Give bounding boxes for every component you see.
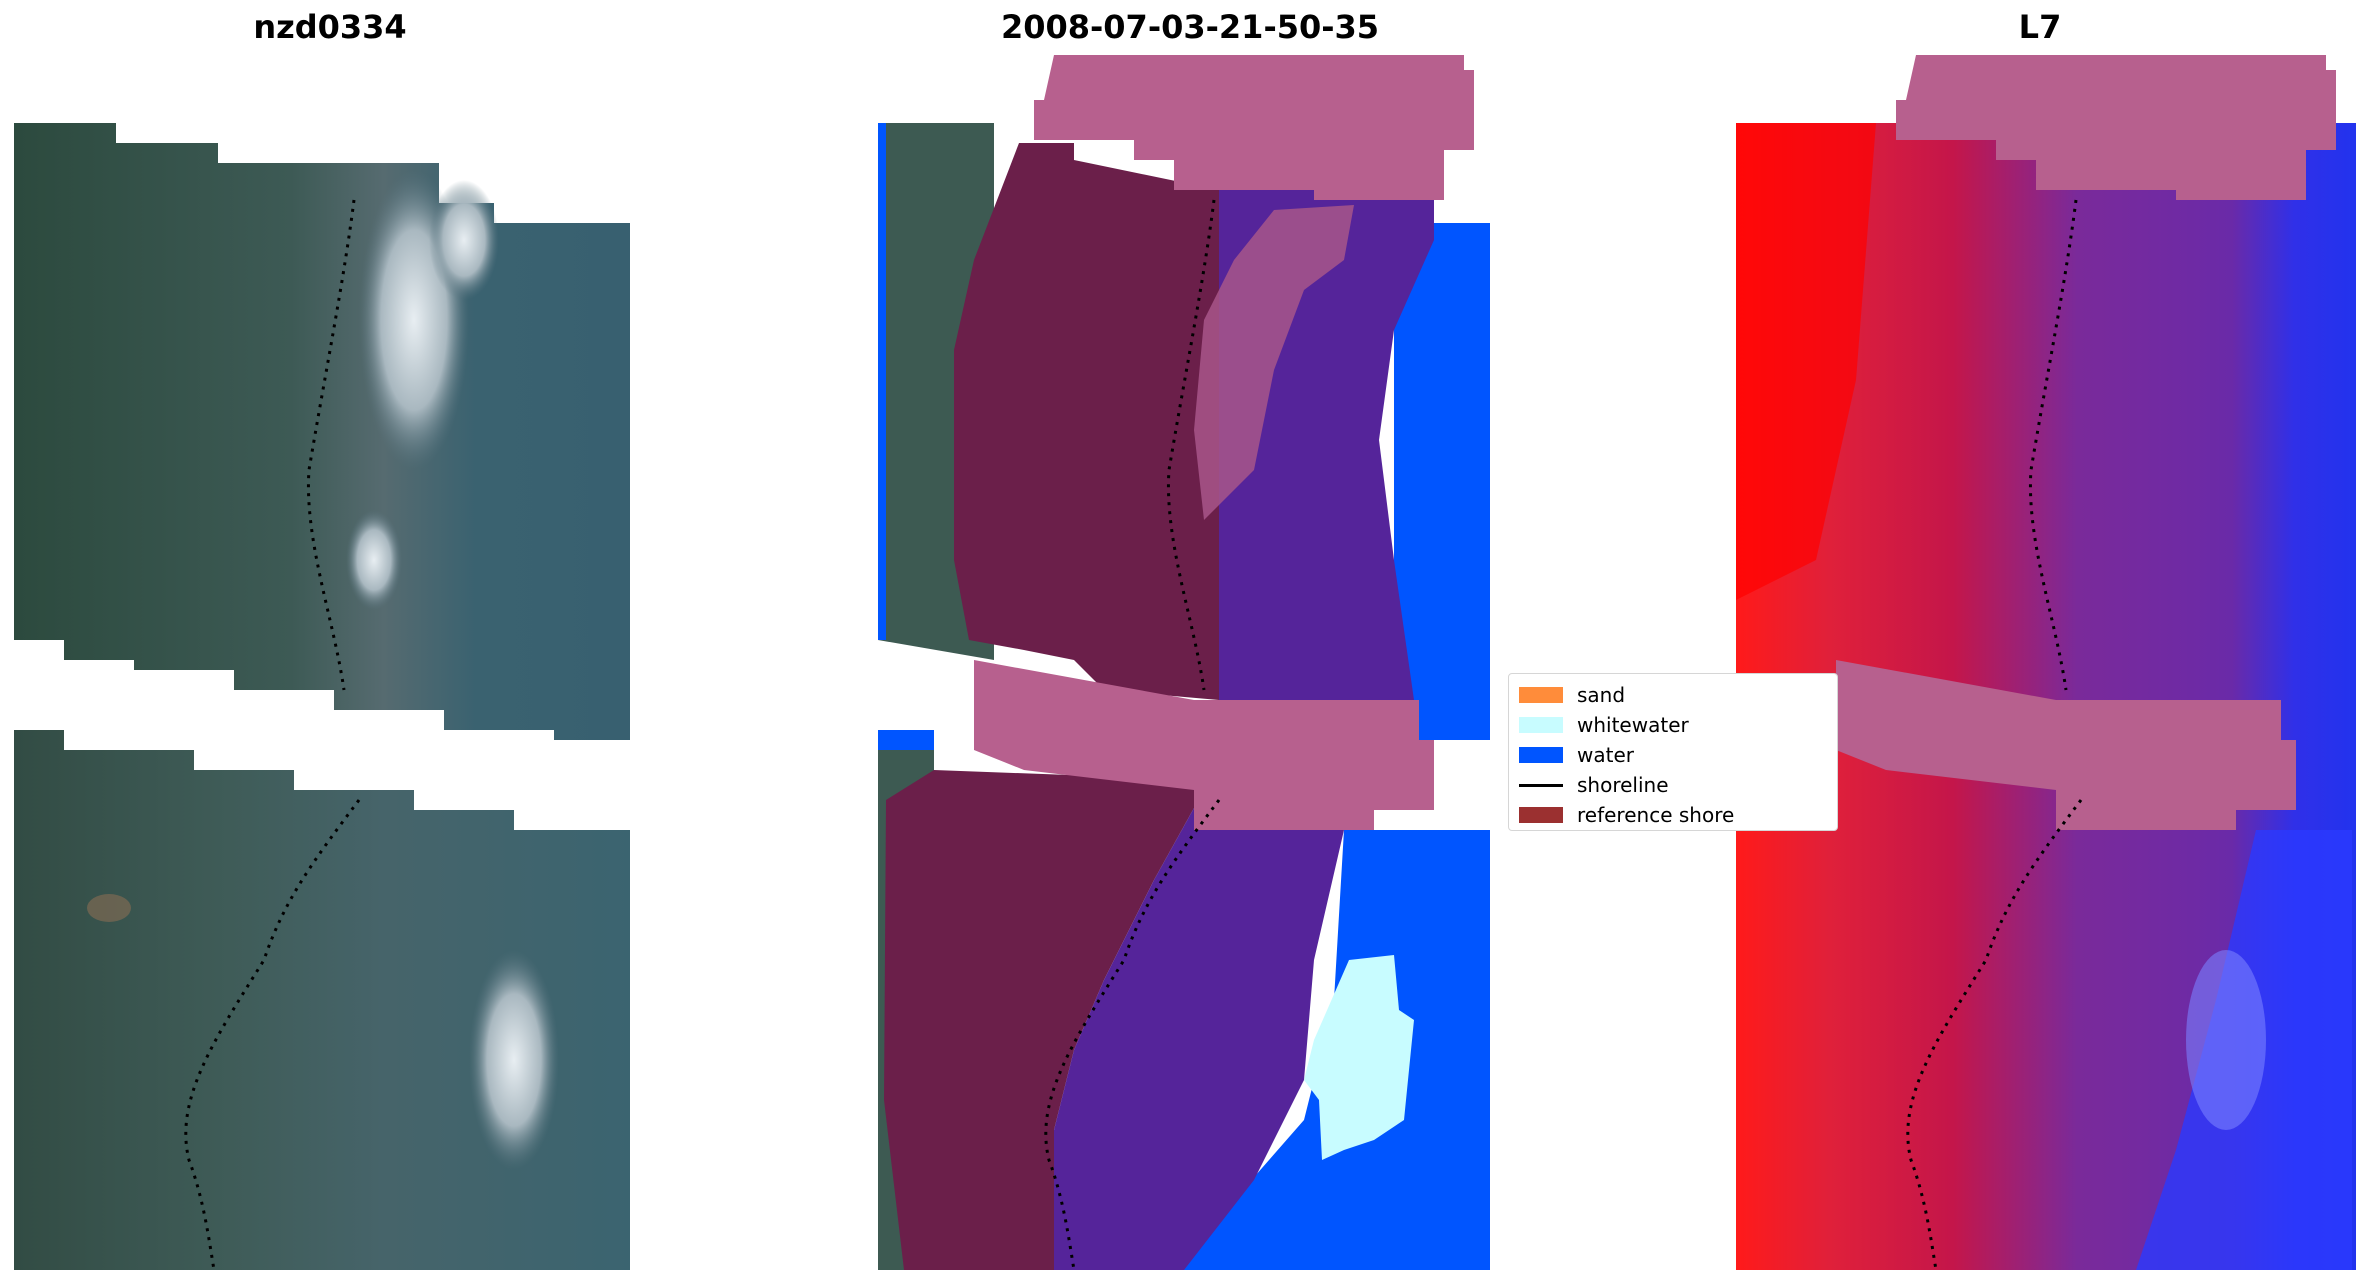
shoreline-classification (1166, 199, 1216, 691)
sand-swatch (1519, 687, 1563, 703)
classification-map (878, 55, 1490, 1271)
legend: sand whitewater water shoreline referenc… (1508, 673, 1838, 831)
legend-item-water: water (1519, 740, 1837, 770)
index-map (1736, 55, 2356, 1271)
index-tile-top (1736, 123, 2356, 740)
legend-item-reference-shore: reference shore (1519, 800, 1837, 830)
reference-shore-swatch (1519, 807, 1563, 823)
legend-label-reference-shore: reference shore (1577, 803, 1735, 827)
whitewater-class (1304, 955, 1414, 1160)
rgb-image (14, 123, 630, 1271)
legend-item-whitewater: whitewater (1519, 710, 1837, 740)
panel-title-index: L7 (2018, 8, 2062, 46)
shoreline-rgb (306, 199, 356, 691)
classification-panel (874, 0, 1494, 1283)
buffer-overlay-top (1034, 55, 1474, 200)
water-swatch (1519, 747, 1563, 763)
legend-item-sand: sand (1519, 680, 1837, 710)
rgb-tile-top (14, 123, 630, 740)
shoreline-swatch (1519, 783, 1563, 787)
shoreline-index (2028, 199, 2078, 691)
legend-label-water: water (1577, 743, 1634, 767)
index-panel (1736, 0, 2356, 1283)
sea-overlay-bottom (1054, 790, 1404, 1270)
legend-label-shoreline: shoreline (1577, 773, 1669, 797)
panel-title-rgb: nzd0334 (253, 8, 407, 46)
land-overlay-bottom (884, 770, 1204, 1270)
legend-label-whitewater: whitewater (1577, 713, 1689, 737)
rgb-foam-bottom (469, 950, 559, 1170)
rgb-image-panel (14, 0, 634, 1283)
rgb-tile-bottom (14, 730, 630, 1270)
land-overlay-top (954, 143, 1219, 700)
legend-item-shoreline: shoreline (1519, 770, 1837, 800)
legend-label-sand: sand (1577, 683, 1626, 707)
buffer-overlay-middle (974, 660, 1434, 830)
panel-title-classification: 2008-07-03-21-50-35 (1000, 8, 1380, 46)
water-class-top (878, 123, 886, 640)
whitewater-swatch (1519, 717, 1563, 733)
